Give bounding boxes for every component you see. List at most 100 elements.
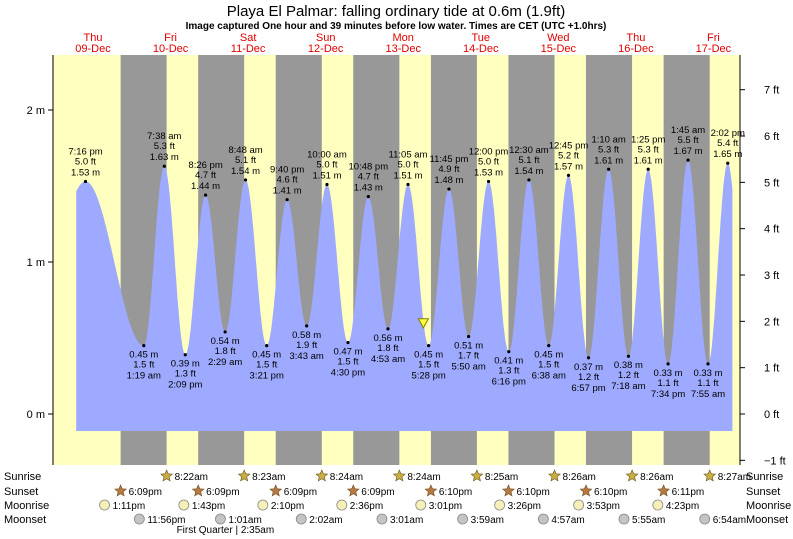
high-tide-time: 12:45 pm — [549, 140, 589, 151]
high-tide-feet: 4.9 ft — [438, 164, 459, 175]
high-tide-feet: 4.7 ft — [195, 170, 216, 181]
astro-row-label-left: Moonset — [4, 514, 46, 526]
low-tide-feet: 1.5 ft — [256, 360, 277, 371]
low-tide-feet: 1.3 ft — [498, 366, 519, 377]
low-tide-time: 1:19 am — [127, 371, 161, 382]
high-tide-point — [486, 179, 491, 184]
low-tide-metres: 0.47 m — [333, 347, 362, 358]
low-tide-time: 5:28 pm — [411, 371, 445, 382]
moonrise-time: 2:36pm — [350, 501, 383, 512]
high-tide-feet: 5.1 ft — [235, 155, 256, 166]
high-tide-metres: 1.57 m — [554, 161, 583, 172]
high-tide-feet: 5.0 ft — [316, 159, 337, 170]
moonrise-time: 3:53pm — [587, 501, 620, 512]
low-tide-metres: 0.45 m — [129, 350, 158, 361]
low-tide-metres: 0.33 m — [654, 368, 683, 379]
low-tide-point — [626, 354, 631, 358]
moonset-time: 11:56pm — [147, 515, 185, 526]
astro-row-label-left: Sunrise — [4, 471, 41, 483]
astro-row-label-left: Moonrise — [4, 500, 49, 512]
low-tide-point — [706, 362, 710, 366]
high-tide-point — [366, 195, 370, 199]
day-label-dow: Tue — [471, 32, 490, 44]
day-label-date: 09-Dec — [75, 43, 111, 55]
astro-row-label-right: Sunrise — [746, 471, 783, 483]
day-label-dow: Sat — [240, 32, 257, 44]
day-label-date: 10-Dec — [153, 43, 189, 55]
sunset-star-icon — [579, 484, 593, 497]
chart-title: Playa El Palmar: falling ordinary tide a… — [227, 3, 565, 20]
high-tide-point — [406, 182, 410, 187]
day-label-date: 11-Dec — [231, 43, 266, 55]
day-label-dow: Thu — [626, 32, 645, 44]
moonset-time: 6:54am — [713, 515, 746, 526]
low-tide-metres: 0.33 m — [693, 368, 722, 379]
low-tide-feet: 1.9 ft — [296, 340, 317, 351]
high-tide-metres: 1.63 m — [150, 152, 179, 163]
high-tide-point — [285, 198, 289, 202]
y-right-tick-label: 7 ft — [764, 85, 779, 97]
high-tide-feet: 5.5 ft — [677, 135, 698, 146]
moonset-time: 2:02am — [309, 515, 342, 526]
high-tide-metres: 1.43 m — [354, 183, 383, 194]
sunset-time: 6:10pm — [439, 487, 472, 498]
high-tide-feet: 5.3 ft — [638, 144, 659, 155]
moonrise-time: 4:23pm — [666, 501, 699, 512]
low-tide-metres: 0.41 m — [494, 356, 523, 367]
low-tide-time: 3:21 pm — [250, 371, 284, 382]
high-tide-feet: 4.7 ft — [358, 172, 379, 183]
high-tide-time: 8:48 am — [228, 145, 262, 156]
high-tide-feet: 5.0 ft — [75, 156, 96, 167]
sunrise-time: 8:22am — [175, 472, 208, 483]
high-tide-point — [447, 187, 451, 191]
high-tide-point — [83, 179, 88, 184]
high-tide-metres: 1.53 m — [474, 167, 503, 178]
sunset-time: 6:09pm — [206, 487, 239, 498]
sunrise-star-icon — [548, 469, 561, 482]
high-tide-time: 7:38 am — [147, 131, 181, 142]
chart-subtitle: Image captured One hour and 39 minutes b… — [186, 21, 607, 32]
low-tide-feet: 1.8 ft — [377, 343, 398, 354]
sunset-star-icon — [191, 484, 205, 497]
y-left-tick-label: 0 m — [27, 409, 45, 421]
high-tide-time: 9:40 pm — [270, 165, 304, 176]
day-label-date: 17-Dec — [696, 43, 732, 55]
day-label-date: 16-Dec — [618, 43, 654, 55]
high-tide-metres: 1.51 m — [312, 170, 341, 181]
day-labels: Thu09-DecFri10-DecSat11-DecSun12-DecMon1… — [75, 32, 731, 55]
y-right-tick-label: 6 ft — [764, 131, 779, 143]
high-tide-feet: 5.0 ft — [478, 156, 499, 167]
high-tide-metres: 1.51 m — [393, 170, 422, 181]
sunset-star-icon — [424, 484, 438, 497]
moonset-time: 4:57am — [551, 515, 584, 526]
low-tide-point — [346, 340, 350, 345]
sunset-star-icon — [346, 484, 360, 497]
low-tide-feet: 1.1 ft — [697, 378, 718, 389]
high-tide-time: 10:48 pm — [349, 162, 389, 173]
tide-curve — [76, 160, 733, 431]
y-right-tick-label: 1 ft — [764, 363, 779, 375]
low-tide-point — [586, 356, 591, 360]
sunrise-time: 8:24am — [407, 472, 440, 483]
day-label-date: 15-Dec — [541, 43, 577, 55]
y-right-tick-label: 3 ft — [764, 270, 779, 282]
day-label-dow: Fri — [707, 32, 720, 44]
low-tide-time: 6:16 pm — [492, 377, 526, 388]
tide-labels: 7:16 pm5.0 ft1.53 m0.45 m1.5 ft1:19 am7:… — [68, 125, 745, 400]
high-tide-feet: 4.6 ft — [277, 175, 298, 186]
low-tide-point — [386, 327, 390, 331]
moonset-icon — [295, 513, 307, 525]
sunset-star-icon — [501, 484, 515, 497]
high-tide-feet: 5.3 ft — [154, 141, 175, 152]
low-tide-time: 6:38 am — [532, 371, 566, 382]
day-label-dow: Mon — [393, 32, 414, 44]
moonset-icon — [133, 513, 145, 525]
astro-row-label-right: Moonrise — [746, 500, 791, 512]
day-label-date: 13-Dec — [385, 43, 421, 55]
low-tide-point — [467, 334, 471, 339]
sunset-time: 6:11pm — [672, 487, 705, 498]
high-tide-time: 7:16 pm — [68, 146, 102, 157]
sunrise-time: 8:25am — [485, 472, 518, 483]
low-tide-metres: 0.45 m — [534, 350, 563, 361]
high-tide-feet: 5.2 ft — [558, 150, 579, 161]
